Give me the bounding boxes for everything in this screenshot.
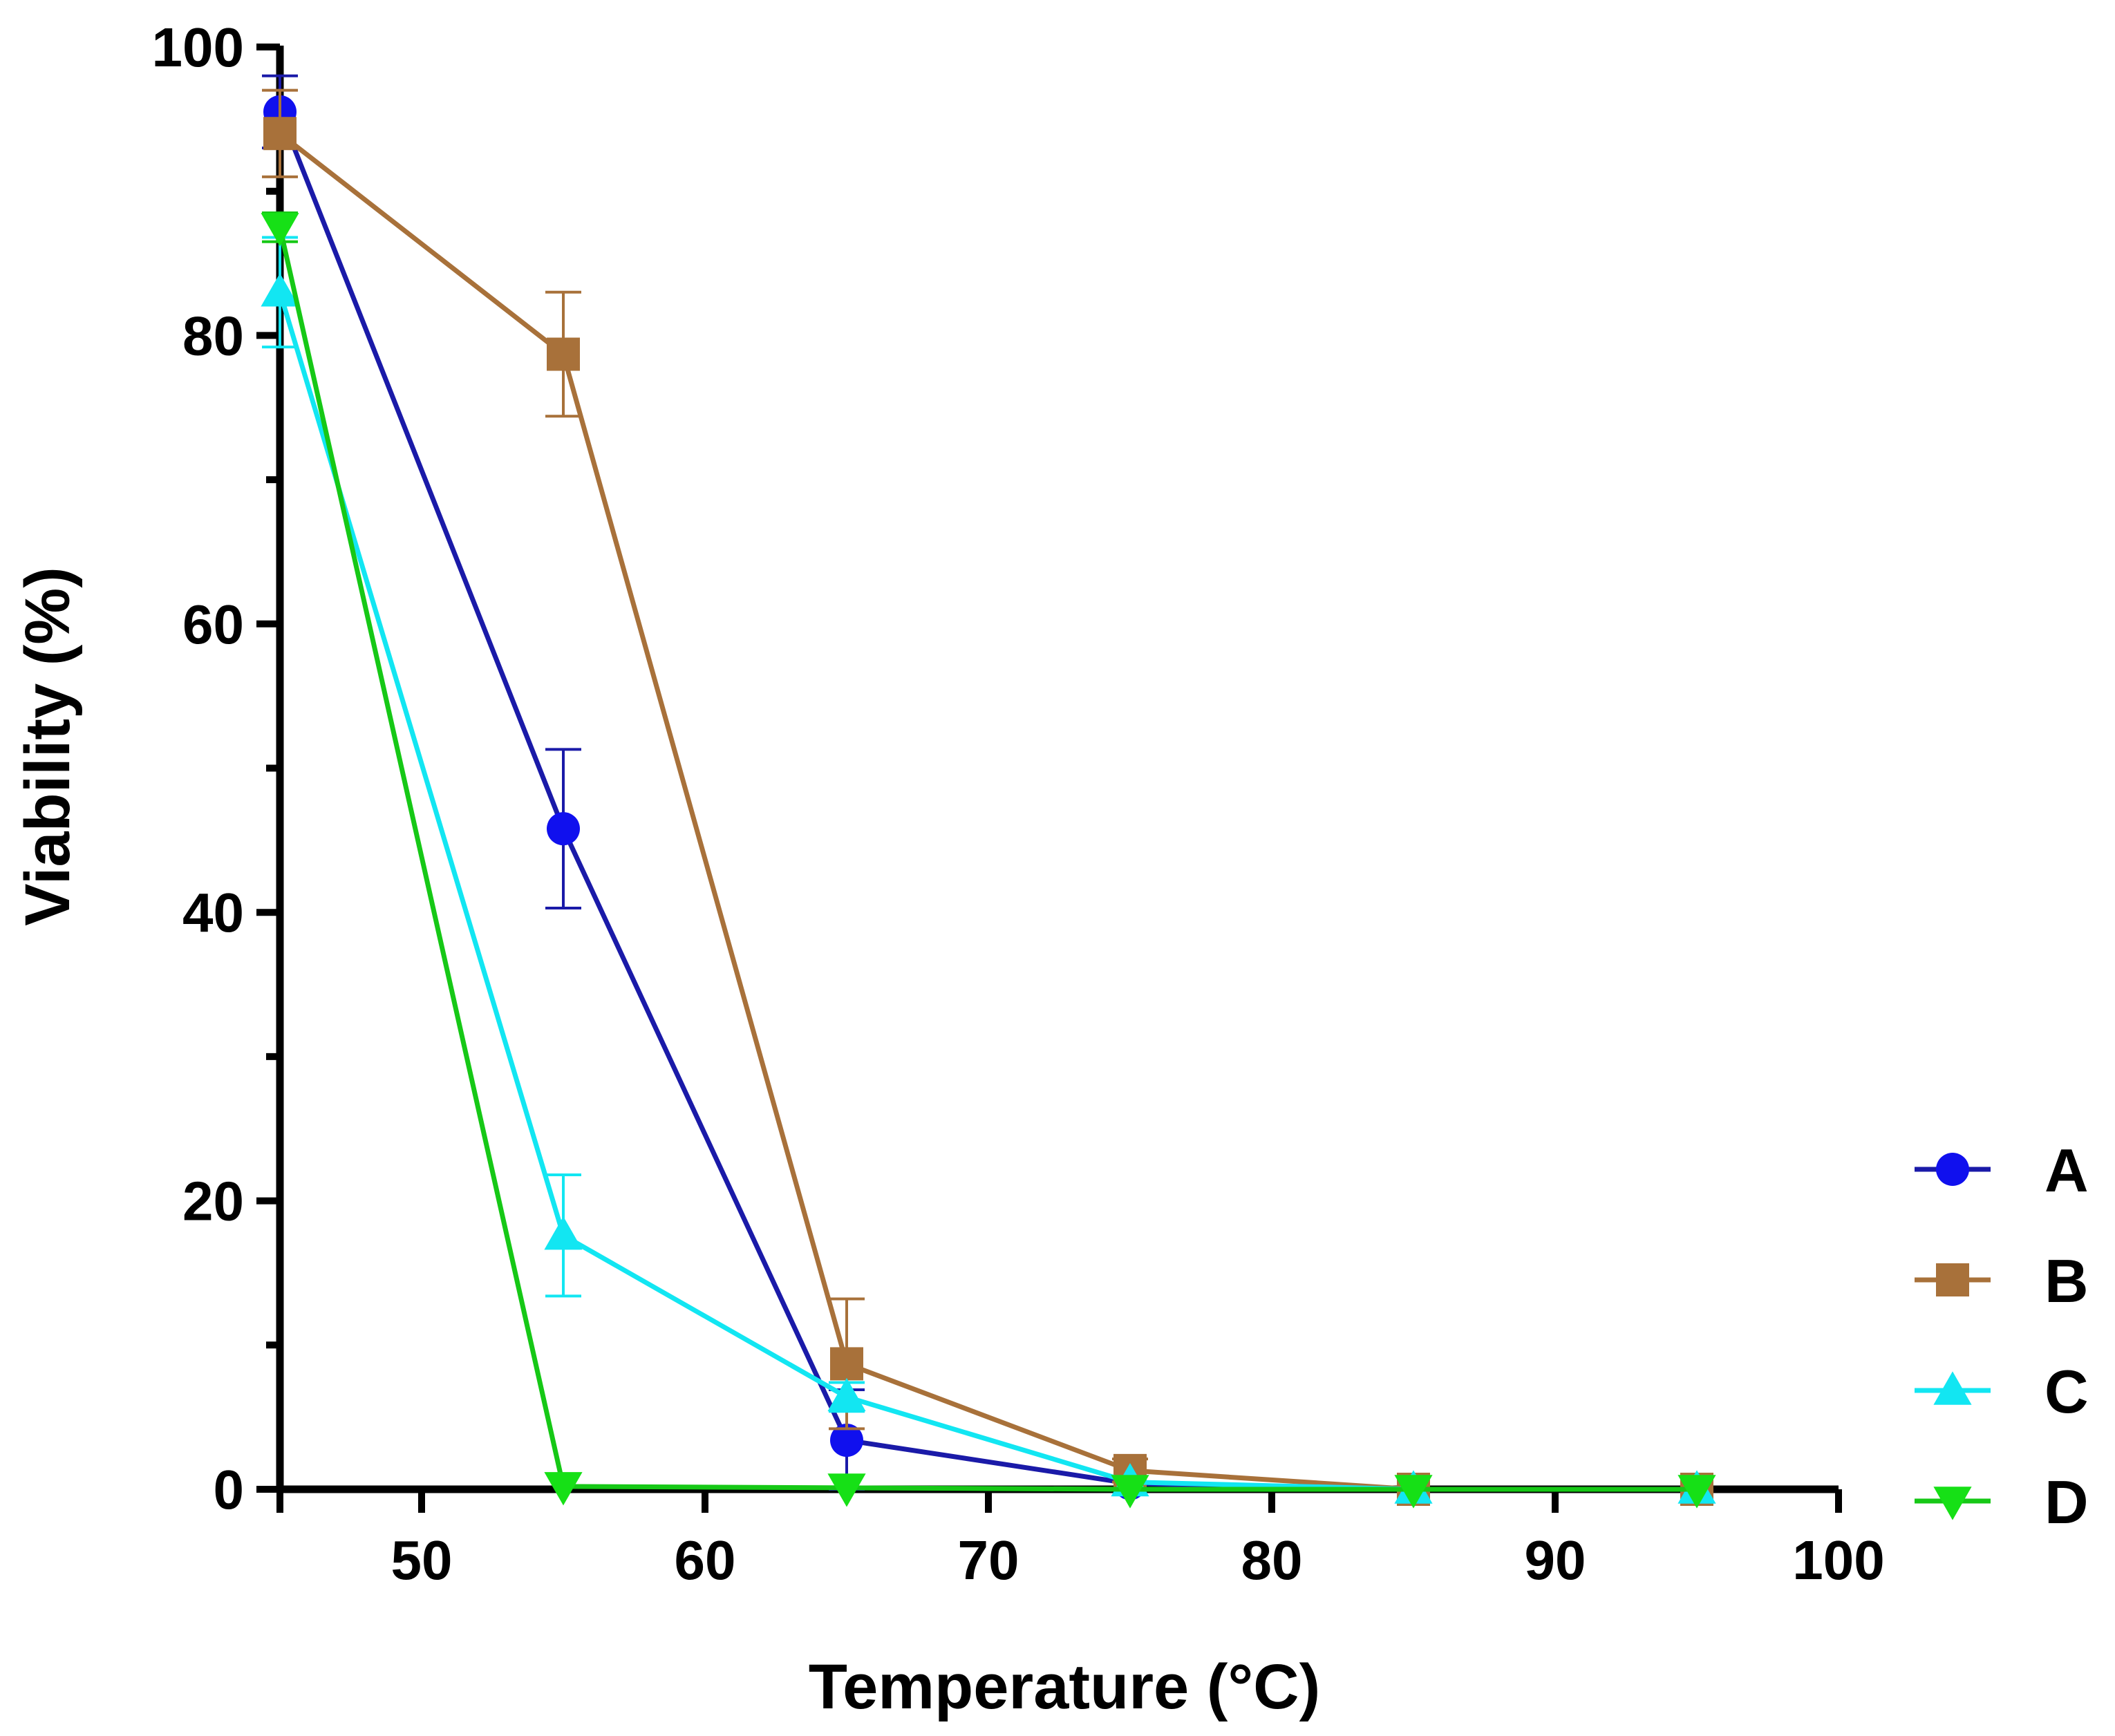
series-D: [261, 211, 1716, 1509]
x-tick-label-50: 50: [391, 1529, 453, 1591]
x-tick-label-90: 90: [1525, 1529, 1586, 1591]
series-C-point-0: [261, 273, 299, 307]
x-tick-label-100: 100: [1792, 1529, 1884, 1591]
legend-marker-B: [1936, 1263, 1969, 1296]
series-B-point-2: [830, 1347, 863, 1381]
y-tick-label-0: 0: [214, 1459, 245, 1520]
axes-layer: 0 20 40 60 80 100 50 60 70 80 90 100: [152, 17, 1885, 1591]
x-tick-label-80: 80: [1241, 1529, 1303, 1591]
series-D-point-1: [544, 1472, 583, 1506]
series-D-line: [277, 227, 1697, 1492]
series-D-point-5: [1677, 1475, 1716, 1509]
series-layer: [261, 74, 1716, 1509]
y-tick-label-20: 20: [182, 1171, 244, 1232]
legend-item-D: D: [1915, 1468, 2089, 1536]
legend-label-B: B: [2044, 1247, 2089, 1315]
series-A-line: [277, 111, 1697, 1492]
series-C: [261, 236, 1716, 1504]
x-axis-title: Temperature (°C): [809, 1652, 1321, 1722]
series-A-point-2: [830, 1424, 863, 1457]
legend-item-A: A: [1915, 1136, 2089, 1205]
series-C-point-1: [544, 1216, 583, 1250]
x-tick-label-70: 70: [958, 1529, 1019, 1591]
series-A-point-1: [547, 812, 580, 846]
series-D-point-2: [827, 1473, 866, 1507]
series-D-point-3: [1111, 1475, 1149, 1509]
series-B: [262, 88, 1713, 1506]
y-tick-label-80: 80: [182, 305, 244, 366]
legend-marker-C: [1933, 1371, 1972, 1405]
series-D-point-4: [1394, 1475, 1433, 1509]
legend-item-B: B: [1915, 1247, 2089, 1315]
legend-marker-A: [1936, 1153, 1969, 1186]
y-tick-label-60: 60: [182, 594, 244, 655]
legend-marker-D: [1933, 1487, 1972, 1520]
x-tick-label-60: 60: [675, 1529, 736, 1591]
series-C-line: [277, 291, 1697, 1492]
series-D-point-0: [261, 213, 299, 247]
y-tick-label-40: 40: [182, 882, 244, 943]
series-C-point-2: [827, 1377, 866, 1412]
y-tick-label-100: 100: [152, 17, 244, 78]
legend-item-C: C: [1915, 1357, 2089, 1426]
legend-label-C: C: [2044, 1357, 2089, 1426]
series-B-line: [278, 131, 1697, 1492]
series-B-point-0: [263, 117, 297, 151]
legend-label-A: A: [2044, 1136, 2089, 1205]
legend-label-D: D: [2044, 1468, 2089, 1536]
series-B-point-1: [547, 337, 580, 371]
y-axis-title: Viability (%): [12, 567, 83, 926]
